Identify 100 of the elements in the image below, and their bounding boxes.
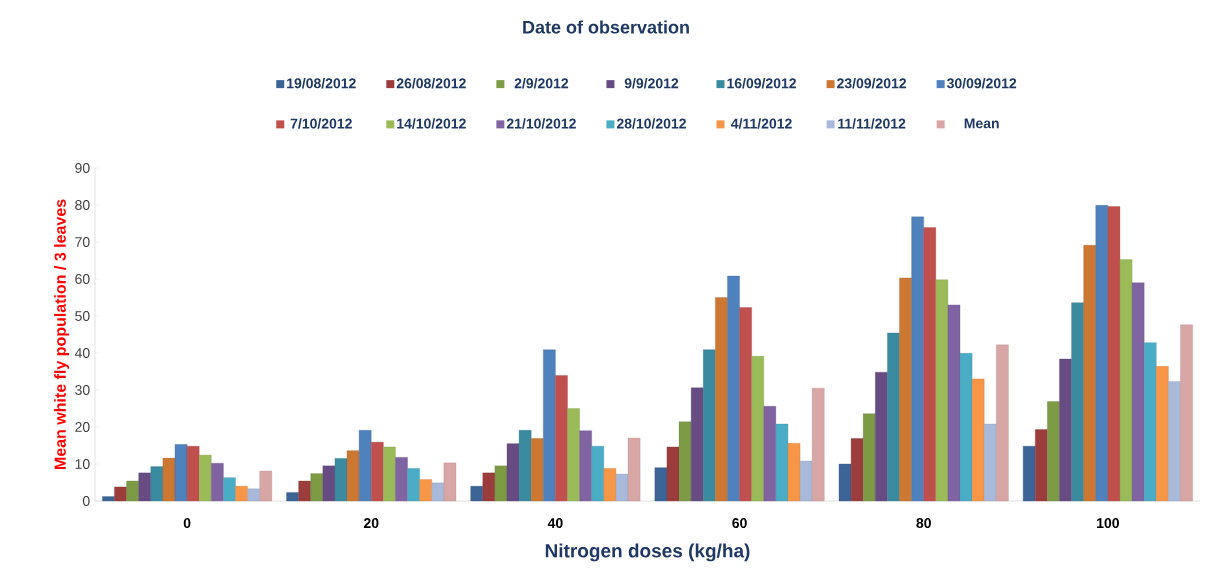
bar [431,482,445,502]
y-tick-label: 90 [75,163,90,173]
legend-label: 11/11/2012 [838,118,906,129]
y-tick-label: 30 [75,385,90,395]
legend-label: 28/10/2012 [616,118,686,129]
bar [199,454,212,502]
bar [727,275,740,502]
bar [186,446,200,502]
bar [666,446,680,502]
y-tick-label: 80 [75,200,90,210]
bar [174,444,188,502]
bar [1180,324,1193,502]
bar [899,277,912,502]
y-tick-label: 10 [75,459,90,469]
x-tick-label: 60 [732,518,747,529]
bar [567,408,580,502]
legend-label: 21/10/2012 [506,118,576,129]
bar [591,446,604,502]
legend-label: 2/9/2012 [514,78,569,89]
bar [863,413,876,502]
bar [1083,245,1096,502]
bar [996,344,1009,502]
legend-label: 23/09/2012 [837,78,907,89]
y-tick-label: 70 [75,237,90,247]
bar [923,227,936,502]
bar [1035,429,1048,502]
bar [443,462,457,502]
legend-label: 19/08/2012 [287,78,356,89]
bar [223,477,236,502]
bar [627,437,641,502]
x-tick-label: 0 [183,518,191,529]
legend-label: 4/11/2012 [731,118,792,129]
legend-label: 26/08/2012 [396,78,466,89]
bar [787,443,801,502]
bar [407,468,420,502]
y-tick-label: 40 [74,348,90,358]
bar [371,442,384,502]
bar [911,216,924,502]
y-tick-label: 50 [75,311,90,321]
y-axis-title: Mean white fly population / 3 leaves [54,199,70,470]
legend-label: 9/9/2012 [624,78,679,89]
x-axis-title: Nitrogen doses (kg/ha) [545,543,750,562]
bar [543,349,556,502]
bar [334,458,348,502]
y-tick-label: 0 [82,496,90,506]
y-tick-label: 20 [75,422,90,432]
bar [812,387,825,502]
bar [603,468,617,502]
bar [470,486,483,502]
bar [875,372,888,502]
bar [286,492,299,502]
x-tick-label: 20 [363,518,379,529]
bar [691,387,704,502]
bar [935,279,949,502]
bar [1071,302,1084,502]
bar [1107,206,1121,502]
bar [775,423,789,502]
bar [211,463,224,502]
bar [322,465,336,502]
bar [298,480,311,502]
bar [531,438,544,502]
bar [102,496,115,502]
bar [1059,358,1072,502]
bar [1156,366,1169,502]
bar [799,460,813,502]
x-tick-label: 40 [547,518,563,529]
bar [1095,205,1109,502]
bar [259,470,272,502]
legend-label: Mean [964,118,999,129]
bar [1119,259,1133,502]
bar [615,473,629,502]
bar [887,332,900,502]
bar [138,472,151,502]
bar [751,356,764,502]
bar [947,304,961,502]
bar [126,480,139,502]
bar [850,438,864,502]
bar [1047,401,1060,502]
legend-label: 14/10/2012 [397,118,466,129]
bar [739,307,752,502]
bar [579,430,592,502]
bar [150,466,164,502]
bar [838,463,852,502]
bar [395,457,408,502]
bar [310,473,323,502]
bar [763,406,777,502]
bar [494,465,508,502]
bar [114,486,127,502]
x-tick-label: 100 [1097,518,1119,529]
bar [247,488,260,502]
bar [358,430,372,502]
legend-label: 30/09/2012 [946,78,1017,89]
bar [419,479,432,502]
bar [703,349,716,502]
bar [1144,342,1157,502]
legend-label: 7/10/2012 [290,118,352,129]
bar [555,375,568,502]
bar [971,378,985,502]
bar [654,467,668,502]
y-tick-label: 60 [75,274,90,284]
